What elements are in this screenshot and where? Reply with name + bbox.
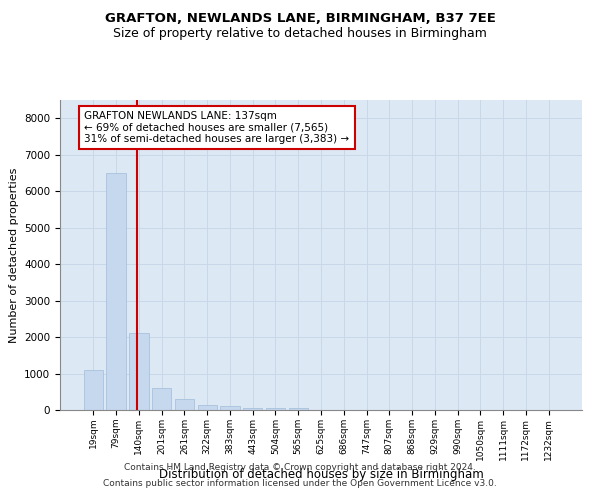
Bar bbox=[220, 406, 239, 410]
Y-axis label: Number of detached properties: Number of detached properties bbox=[8, 168, 19, 342]
Text: Contains public sector information licensed under the Open Government Licence v3: Contains public sector information licen… bbox=[103, 478, 497, 488]
X-axis label: Distribution of detached houses by size in Birmingham: Distribution of detached houses by size … bbox=[158, 468, 484, 481]
Text: Size of property relative to detached houses in Birmingham: Size of property relative to detached ho… bbox=[113, 28, 487, 40]
Text: GRAFTON, NEWLANDS LANE, BIRMINGHAM, B37 7EE: GRAFTON, NEWLANDS LANE, BIRMINGHAM, B37 … bbox=[104, 12, 496, 26]
Bar bbox=[243, 408, 262, 410]
Text: GRAFTON NEWLANDS LANE: 137sqm
← 69% of detached houses are smaller (7,565)
31% o: GRAFTON NEWLANDS LANE: 137sqm ← 69% of d… bbox=[84, 111, 349, 144]
Bar bbox=[289, 408, 308, 410]
Text: Contains HM Land Registry data © Crown copyright and database right 2024.: Contains HM Land Registry data © Crown c… bbox=[124, 464, 476, 472]
Bar bbox=[129, 334, 149, 410]
Bar bbox=[175, 399, 194, 410]
Bar bbox=[84, 370, 103, 410]
Bar bbox=[106, 173, 126, 410]
Bar bbox=[152, 388, 172, 410]
Bar bbox=[266, 408, 285, 410]
Bar bbox=[197, 404, 217, 410]
